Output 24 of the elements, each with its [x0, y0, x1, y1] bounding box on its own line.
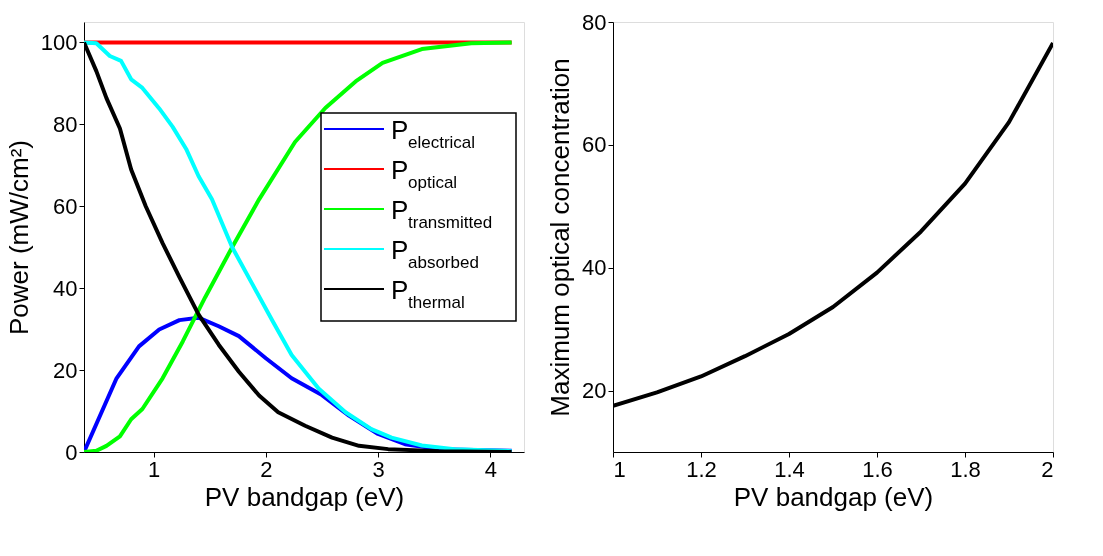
y-tick-label: 100	[40, 29, 78, 55]
y-tick-label: 40	[582, 255, 607, 281]
y-axis-title: Maximum optical concentration	[545, 58, 576, 417]
y-axis-title: Power (mW/cm²)	[3, 140, 34, 335]
x-tick-label: 1	[147, 456, 161, 482]
y-tick-label: 40	[53, 275, 78, 301]
y-tick-label: 20	[582, 378, 607, 404]
x-tick-label: 1.6	[862, 456, 893, 482]
x-tick-label: 2	[260, 456, 273, 482]
x-tick-label: 1.8	[950, 456, 981, 482]
y-tick-label: 20	[53, 357, 78, 383]
x-tick-label: 4	[484, 456, 497, 482]
x-tick-label: 2	[1041, 456, 1054, 482]
y-tick-label: 0	[65, 439, 78, 465]
y-tick-label: 60	[53, 193, 78, 219]
y-tick-label: 80	[53, 111, 78, 137]
x-tick-label: 1.2	[686, 456, 717, 482]
x-tick-label: 1	[613, 456, 626, 482]
x-axis-title: PV bandgap (eV)	[204, 481, 405, 512]
y-tick-label: 60	[582, 132, 607, 158]
x-axis-title: PV bandgap (eV)	[733, 481, 934, 512]
y-tick-label: 80	[582, 9, 607, 35]
x-tick-label: 1.4	[774, 456, 805, 482]
x-tick-label: 3	[372, 456, 385, 482]
